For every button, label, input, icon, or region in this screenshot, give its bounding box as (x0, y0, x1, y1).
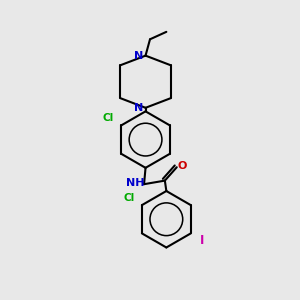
Text: O: O (177, 161, 187, 171)
Text: Cl: Cl (103, 113, 114, 123)
Text: N: N (134, 103, 144, 113)
Text: N: N (134, 51, 144, 61)
Text: NH: NH (127, 178, 145, 188)
Text: I: I (200, 234, 204, 247)
Text: Cl: Cl (123, 193, 135, 203)
